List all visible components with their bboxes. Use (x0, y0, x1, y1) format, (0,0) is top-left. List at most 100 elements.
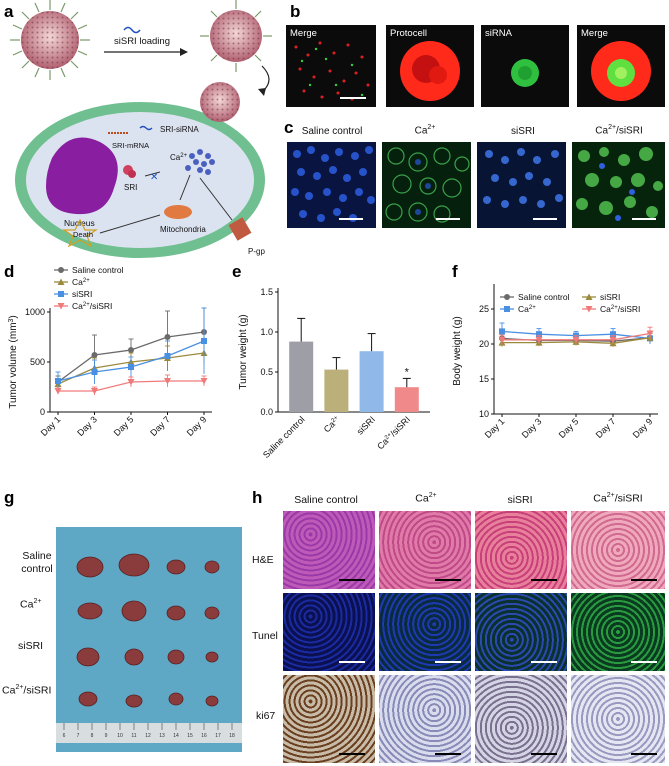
h-he-ca-image (379, 511, 471, 589)
data-point (91, 369, 98, 375)
c-ca-sisri-image (572, 142, 665, 228)
g-row-ca-sisri: Ca2+/siSRI (2, 684, 52, 697)
x-tick-label: Day 7 (148, 414, 172, 438)
panel-d-letter: d (4, 262, 15, 281)
b-merge-zoom-image: Merge (577, 25, 665, 107)
chart-f-body-weight: 10 15 20 25 Day 1 Day 3 Day 5 Day 7 Day 9 Body we… (452, 284, 658, 440)
nucleus-shape (46, 137, 118, 215)
x-tick-label: Ca2+/siSRI (375, 414, 412, 451)
ruler-number: 8 (91, 733, 94, 739)
b-tile-label: Protocell (390, 28, 427, 39)
x-tick-label: Day 1 (39, 414, 63, 438)
panel-a-letter: a (4, 2, 14, 21)
data-point (164, 353, 171, 359)
legend-label: siSRI (72, 289, 92, 299)
data-point (164, 334, 171, 340)
ruler-ticks (63, 723, 233, 730)
data-point (55, 378, 61, 384)
g-tumor-photo: 6 7 8 9 10 11 12 13 14 15 16 17 18 (56, 527, 242, 752)
h-tunel-ca-sisri-image (571, 593, 665, 671)
b-tile-label: Merge (581, 28, 608, 39)
data-point (91, 388, 98, 395)
x-tick-label: Day 9 (631, 416, 655, 440)
legend-label: Saline control (518, 292, 570, 302)
data-point (127, 379, 135, 386)
h-he-sisri-image (475, 511, 567, 589)
ruler-number: 11 (131, 733, 136, 739)
c-sisri-image (477, 142, 566, 228)
g-row-sisri: siSRI (18, 640, 44, 652)
legend-marker (504, 306, 510, 312)
y-tick-label: 1000 (25, 307, 45, 317)
series-3 (498, 326, 654, 345)
mitochondria-shape (164, 205, 192, 219)
ruler-number: 13 (159, 733, 165, 739)
ruler-number: 16 (201, 733, 207, 739)
h-ki67-ca-image (379, 675, 471, 763)
data-point (536, 331, 542, 338)
h-col-saline: Saline control (294, 494, 358, 506)
data-point (128, 364, 134, 370)
nanoparticle-empty (10, 0, 90, 80)
chart-d-tumor-volume: 0 500 1000 Day 1 Day 3 Day 5 Day 7 Day 9 Tumor v… (8, 265, 212, 438)
h-col-ca: Ca2+ (415, 492, 437, 505)
b-merge-overview-image: Merge (286, 25, 376, 107)
ruler-number: 10 (117, 733, 123, 739)
legend-label: siSRI (600, 292, 620, 302)
ruler-number: 18 (229, 733, 235, 739)
ruler-number: 6 (63, 733, 66, 739)
g-row-saline: Saline control (21, 550, 53, 575)
x-tick-label: Day 5 (112, 414, 136, 438)
ruler-number: 15 (187, 733, 193, 739)
h-row-ki67: ki67 (256, 710, 276, 722)
h-col-sisri: siSRI (507, 494, 533, 506)
legend-marker (585, 293, 593, 300)
panel-g-letter: g (4, 488, 15, 507)
legend-marker (504, 294, 510, 300)
c-col-ca: Ca2+ (414, 124, 436, 137)
h-col-ca-sisri: Ca2+/siSRI (593, 492, 643, 505)
svg-text:✕: ✕ (150, 172, 158, 183)
b-tile-label: Merge (290, 28, 317, 39)
h-he-ca-sisri-image (571, 511, 665, 589)
data-point (499, 328, 505, 335)
h-row-tunel: Tunel (252, 630, 278, 642)
ruler-number: 12 (145, 733, 151, 739)
data-point (200, 378, 208, 385)
data-point (498, 336, 506, 344)
c-ca-image (382, 142, 471, 228)
data-point (54, 388, 62, 395)
sirna-loading-label: siSRI loading (114, 36, 170, 47)
y-tick-label: 0.0 (260, 407, 273, 417)
data-point (535, 336, 543, 344)
x-tick-label: Day 3 (75, 414, 99, 438)
x-tick-label: Day 7 (594, 416, 618, 440)
y-tick-label: 1.0 (260, 327, 273, 337)
h-ki67-ca-sisri-image (571, 675, 665, 763)
x-tick-label: Day 9 (185, 414, 209, 438)
c-saline-image (287, 142, 376, 228)
b-sirna-image: siRNA (481, 25, 569, 107)
ca-ions (185, 149, 215, 175)
legend-marker (58, 267, 64, 273)
x-tick-label: Ca2+ (322, 414, 342, 434)
data-point (201, 338, 207, 344)
y-tick-label: 1.5 (260, 287, 273, 297)
data-point (572, 336, 580, 344)
data-point (164, 378, 171, 385)
nanoparticle-loaded (200, 0, 272, 72)
bar (394, 387, 419, 412)
h-he-saline-image (283, 511, 375, 589)
h-tunel-sisri-image (475, 593, 567, 671)
bar (359, 351, 384, 412)
legend-marker (57, 278, 65, 285)
bar (289, 341, 314, 412)
h-tunel-saline-image (283, 593, 375, 671)
legend-marker (57, 303, 65, 310)
h-ki67-saline-image (283, 675, 375, 763)
y-tick-label: 15 (479, 374, 489, 384)
data-point (610, 331, 616, 338)
legend-label: Ca2+ (72, 277, 90, 287)
panel-h-letter: h (252, 488, 263, 507)
x-tick-label: Day 5 (557, 416, 581, 440)
